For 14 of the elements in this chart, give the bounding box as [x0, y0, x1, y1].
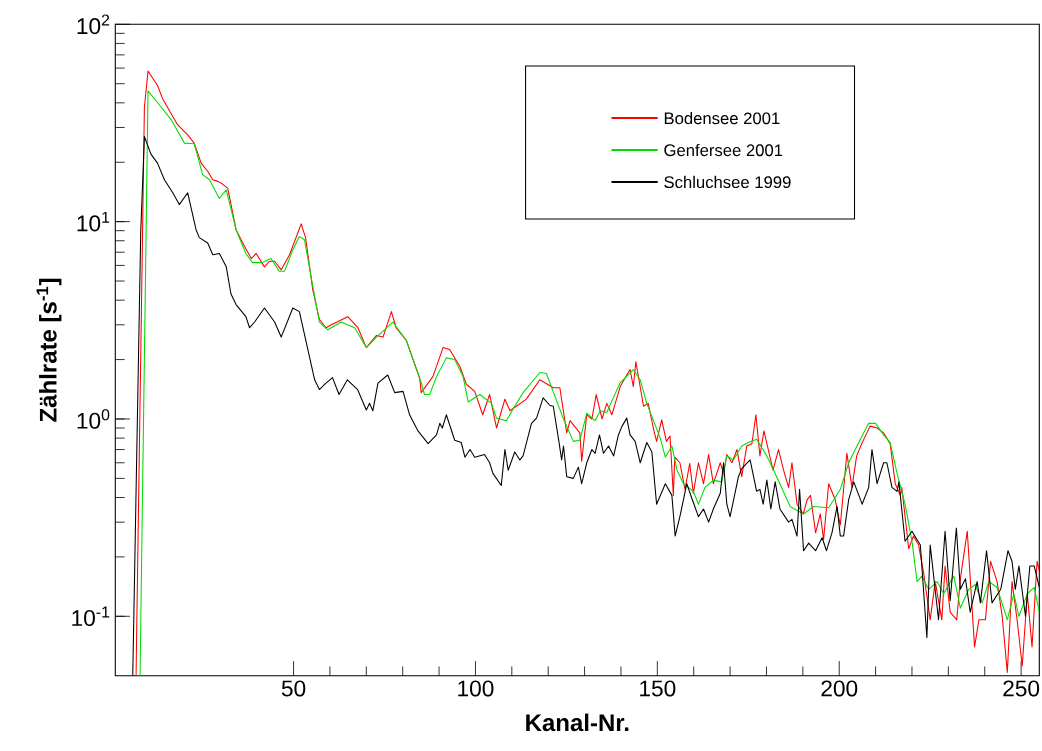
- x-tick-label: 150: [640, 680, 676, 697]
- x-tick-label: 50: [281, 680, 306, 697]
- x-tick-label: 100: [458, 680, 494, 697]
- x-tick-label: 250: [1003, 680, 1040, 697]
- y-axis-title: Zählrate [s$^{-1}$]: [36, 278, 62, 422]
- legend-label: Bodensee 2001: [664, 111, 780, 125]
- legend-label: Genfersee 2001: [664, 143, 783, 157]
- x-axis-title: Kanal-Nr.: [526, 713, 629, 732]
- legend-label: Schluchsee 1999: [664, 175, 791, 189]
- y-tick-label: 10$^{2}$: [77, 14, 110, 35]
- y-tick-label: 10$^{1}$: [77, 211, 110, 232]
- y-tick-label: 10$^{-1}$: [72, 606, 110, 627]
- y-tick-label: 10$^{0}$: [77, 409, 110, 429]
- x-tick-label: 200: [821, 680, 858, 697]
